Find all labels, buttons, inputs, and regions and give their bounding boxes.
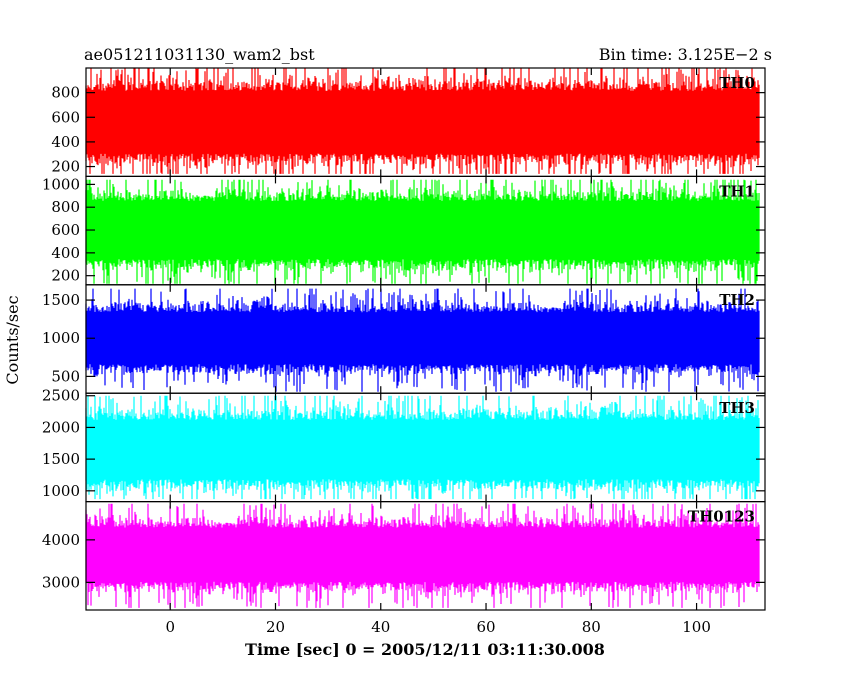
x-tick-label: 100 — [682, 618, 711, 636]
y-tick-label: 800 — [51, 198, 80, 216]
y-tick-label: 1500 — [42, 450, 80, 468]
chart-title: ae051211031130_wam2_bst — [84, 45, 315, 64]
x-tick-label: 40 — [371, 618, 390, 636]
y-tick-label: 4000 — [42, 531, 80, 549]
panel-frame-th0123 — [85, 501, 766, 611]
y-tick-label: 1000 — [42, 329, 80, 347]
panel-label-th1: TH1 — [719, 182, 755, 200]
y-axis-label: Counts/sec — [3, 295, 22, 384]
series-th3-trace — [85, 395, 760, 500]
y-tick-label: 2500 — [42, 387, 80, 405]
y-tick-label: 3000 — [42, 573, 80, 591]
y-tick-label: 2000 — [42, 418, 80, 436]
y-tick-label: 1000 — [42, 175, 80, 193]
y-tick-label: 200 — [51, 158, 80, 176]
y-tick-label: 600 — [51, 108, 80, 126]
x-tick-label: 60 — [476, 618, 495, 636]
panel-label-th0123: TH0123 — [688, 508, 755, 526]
x-axis-label: Time [sec] 0 = 2005/12/11 03:11:30.008 — [245, 640, 605, 659]
panel-label-th3: TH3 — [719, 399, 755, 417]
y-tick-label: 1500 — [42, 291, 80, 309]
y-tick-label: 400 — [51, 133, 80, 151]
y-tick-label: 1000 — [42, 482, 80, 500]
chart-subtitle: Bin time: 3.125E−2 s — [599, 45, 772, 64]
y-tick-label: 600 — [51, 221, 80, 239]
x-tick-label: 80 — [582, 618, 601, 636]
panel-label-th2: TH2 — [719, 291, 755, 309]
series-th1-trace — [85, 179, 760, 284]
y-tick-label: 200 — [51, 267, 80, 285]
series-th0-trace — [85, 68, 760, 174]
x-tick-label: 0 — [165, 618, 175, 636]
y-tick-label: 400 — [51, 244, 80, 262]
y-tick-label: 500 — [51, 367, 80, 385]
y-tick-label: 800 — [51, 84, 80, 102]
series-th0123-trace — [85, 503, 760, 608]
x-tick-label: 20 — [266, 618, 285, 636]
series-th2-trace — [85, 288, 760, 392]
panel-label-th0: TH0 — [719, 74, 755, 92]
